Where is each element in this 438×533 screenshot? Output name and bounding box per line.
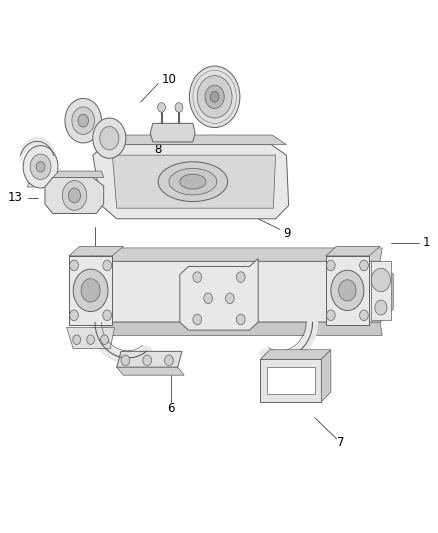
Polygon shape bbox=[73, 261, 393, 322]
Bar bbox=[260, 359, 321, 402]
Circle shape bbox=[331, 270, 364, 311]
Text: 1: 1 bbox=[423, 236, 430, 249]
Circle shape bbox=[36, 161, 45, 172]
Circle shape bbox=[100, 126, 119, 150]
Polygon shape bbox=[117, 351, 182, 367]
Polygon shape bbox=[67, 327, 115, 349]
Polygon shape bbox=[371, 261, 391, 319]
Circle shape bbox=[143, 355, 152, 366]
Circle shape bbox=[193, 272, 201, 282]
Circle shape bbox=[326, 260, 335, 271]
Circle shape bbox=[326, 310, 335, 320]
Circle shape bbox=[87, 335, 95, 344]
Polygon shape bbox=[106, 135, 286, 144]
Circle shape bbox=[73, 335, 81, 344]
Polygon shape bbox=[113, 155, 276, 208]
Circle shape bbox=[70, 310, 78, 320]
Polygon shape bbox=[93, 144, 289, 219]
Polygon shape bbox=[53, 171, 104, 177]
Circle shape bbox=[73, 269, 108, 312]
Text: 8: 8 bbox=[154, 143, 162, 156]
Circle shape bbox=[30, 154, 51, 180]
Polygon shape bbox=[86, 248, 382, 261]
Ellipse shape bbox=[158, 162, 228, 201]
Text: 10: 10 bbox=[162, 74, 177, 86]
Circle shape bbox=[93, 118, 126, 158]
Text: 7: 7 bbox=[337, 436, 345, 449]
Ellipse shape bbox=[169, 168, 217, 195]
Circle shape bbox=[165, 355, 173, 366]
Circle shape bbox=[205, 85, 224, 109]
Circle shape bbox=[103, 310, 112, 320]
Circle shape bbox=[103, 260, 112, 271]
Polygon shape bbox=[28, 177, 53, 187]
Circle shape bbox=[158, 103, 166, 112]
Circle shape bbox=[72, 107, 95, 134]
Ellipse shape bbox=[180, 174, 206, 189]
Circle shape bbox=[237, 314, 245, 325]
Polygon shape bbox=[86, 322, 382, 335]
Circle shape bbox=[175, 103, 183, 112]
Circle shape bbox=[23, 146, 58, 188]
Circle shape bbox=[226, 293, 234, 304]
Circle shape bbox=[204, 293, 212, 304]
Circle shape bbox=[237, 272, 245, 282]
Polygon shape bbox=[69, 246, 123, 256]
Polygon shape bbox=[321, 350, 331, 402]
Circle shape bbox=[81, 279, 100, 302]
Text: 11: 11 bbox=[88, 247, 102, 260]
Circle shape bbox=[339, 280, 356, 301]
Polygon shape bbox=[69, 256, 113, 325]
Text: 6: 6 bbox=[167, 402, 175, 415]
Text: 13: 13 bbox=[7, 191, 22, 204]
Circle shape bbox=[360, 310, 368, 320]
Polygon shape bbox=[117, 367, 184, 375]
Circle shape bbox=[371, 268, 391, 292]
Circle shape bbox=[68, 188, 81, 203]
Circle shape bbox=[360, 260, 368, 271]
Polygon shape bbox=[260, 350, 331, 359]
Polygon shape bbox=[325, 256, 369, 325]
Circle shape bbox=[78, 114, 88, 127]
Polygon shape bbox=[45, 177, 104, 214]
Circle shape bbox=[193, 314, 201, 325]
Bar bbox=[267, 367, 315, 394]
Text: 9: 9 bbox=[283, 227, 291, 240]
Circle shape bbox=[375, 300, 387, 315]
Circle shape bbox=[62, 181, 87, 211]
Circle shape bbox=[70, 260, 78, 271]
Circle shape bbox=[210, 92, 219, 102]
Circle shape bbox=[189, 66, 240, 127]
Polygon shape bbox=[325, 246, 380, 256]
Polygon shape bbox=[180, 259, 258, 330]
Polygon shape bbox=[150, 123, 195, 142]
Circle shape bbox=[121, 355, 130, 366]
Circle shape bbox=[65, 99, 102, 143]
Circle shape bbox=[197, 76, 232, 118]
Circle shape bbox=[101, 335, 109, 344]
